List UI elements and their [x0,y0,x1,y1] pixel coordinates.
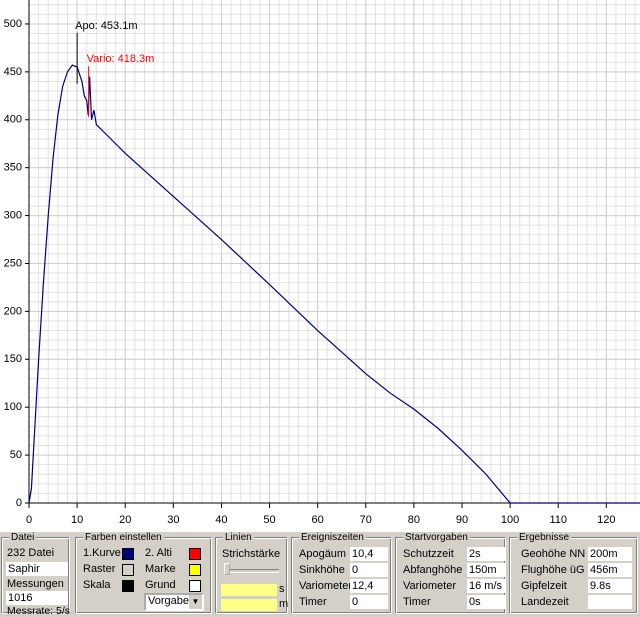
annotation-label: Apo: 453.1m [75,20,137,32]
count-field[interactable]: 1016 [6,591,68,605]
y-tick-label: 300 [4,209,22,221]
data-line [28,64,640,504]
x-tick-label: 70 [360,514,372,526]
group-title: Ergebnisse [517,532,572,543]
row-label: Variometer [403,580,456,592]
stroke-label: Strichstärke [222,548,281,560]
unit-s: s [279,583,285,595]
preset-dropdown[interactable]: Vorgabe ▼ [144,593,204,611]
y-tick-label: 250 [4,257,22,269]
color-label: Marke [145,563,176,575]
color-label: 1.Kurve [83,547,121,559]
chart: 0 50 100 150 200 250 300 350 400 450 500 0 10 20 30 40 5… [4,0,640,526]
color-swatch[interactable] [122,580,134,592]
x-tick-label: 110 [549,514,567,526]
file-label: 232 Datei [7,547,55,559]
row-label: Timer [299,596,327,608]
x-tick-label: 0 [26,514,32,526]
group-title: Farben einstellen [83,532,164,543]
y-tick-label: 150 [4,353,22,365]
group-ergebnisse: Ergebnisse Geohöhe NN 200m Flughöhe üG 456m G… [510,532,638,614]
row-label: Landezeit [521,596,569,608]
row-label: Variometer [299,580,352,592]
annotation-label: Vario: 418.3m [87,53,155,65]
color-swatch[interactable] [189,548,201,560]
count-label: Messungen [7,578,64,590]
row-value[interactable]: 16 m/s [467,579,505,593]
x-tick-label: 60 [312,514,324,526]
color-swatch[interactable] [189,564,201,576]
row-value[interactable]: 0s [467,595,505,609]
row-value[interactable]: 200m [588,547,632,561]
slider[interactable] [225,569,279,573]
row-label: Gipfelzeit [521,580,567,592]
x-tick-label: 80 [408,514,420,526]
rate-label: Messrate: 5/s [7,605,71,617]
x-tick-label: 40 [215,514,227,526]
row-label: Schutzzeit [403,548,454,560]
group-start: Startvorgaben Schutzzeit 2s Abfanghöhe 150m V… [396,532,506,614]
x-tick-label: 20 [119,514,131,526]
row-value[interactable]: 150m [467,563,505,577]
color-label: 2. Alti [145,547,172,559]
y-tick-label: 450 [4,66,22,78]
y-tick-label: 50 [10,449,22,461]
color-label: Skala [83,579,111,591]
color-label: Raster [83,563,116,575]
color-swatch[interactable] [122,548,134,560]
row-label: Apogäum [299,548,347,560]
row-value[interactable]: 9.8s [588,579,632,593]
group-title: Datei [9,532,37,543]
y-tick-label: 100 [4,401,22,413]
name-field[interactable]: Saphir [6,562,68,576]
field-s[interactable] [221,584,277,596]
row-value[interactable]: 0 [350,563,388,577]
row-label: Flughöhe üG [521,564,585,576]
field-m[interactable] [221,599,277,611]
row-value[interactable]: 0 [350,595,388,609]
x-tick-label: 10 [71,514,83,526]
group-title: Linien [223,532,254,543]
unit-m: m [279,598,289,610]
x-tick-label: 50 [263,514,275,526]
row-label: Abfanghöhe [403,564,463,576]
group-ereignis: Ereigniszeiten Apogäum 10,4 Sinkhöhe 0 Variom… [292,532,392,614]
x-tick-label: 100 [501,514,519,526]
row-label: Sinkhöhe [299,564,345,576]
color-swatch[interactable] [189,580,201,592]
y-tick-label: 200 [4,305,22,317]
x-tick-label: 120 [597,514,615,526]
row-value[interactable]: 12,4 [350,579,388,593]
y-tick-label: 400 [4,114,22,126]
color-swatch[interactable] [122,564,134,576]
row-label: Geohöhe NN [521,548,586,560]
color-label: Grund [145,579,176,591]
group-title: Ereigniszeiten [299,532,366,543]
group-datei: Datei 232 Datei Saphir Messungen 1016 Me… [2,532,71,617]
x-tick-label: 30 [167,514,179,526]
row-value[interactable] [588,595,632,609]
row-value[interactable]: 2s [467,547,505,561]
y-tick-label: 350 [4,162,22,174]
y-tick-label: 0 [16,497,22,509]
group-farben: Farben einstellen Vorgabe ▼ 1.Kurve 2. Alt… [76,532,212,614]
row-label: Timer [403,596,431,608]
preset-label: Vorgabe [148,595,189,607]
row-value[interactable]: 10,4 [350,547,388,561]
control-panel: Datei 232 Datei Saphir Messungen 1016 Me… [0,532,640,617]
group-title: Startvorgaben [403,532,470,543]
group-linien: Linien Strichstärke s m [216,532,289,614]
x-tick-label: 90 [456,514,468,526]
dropdown-arrow[interactable]: ▼ [189,595,202,609]
row-value[interactable]: 456m [588,563,632,577]
plot-background [29,0,640,503]
y-tick-label: 500 [4,18,22,30]
slider-thumb[interactable] [224,563,230,575]
